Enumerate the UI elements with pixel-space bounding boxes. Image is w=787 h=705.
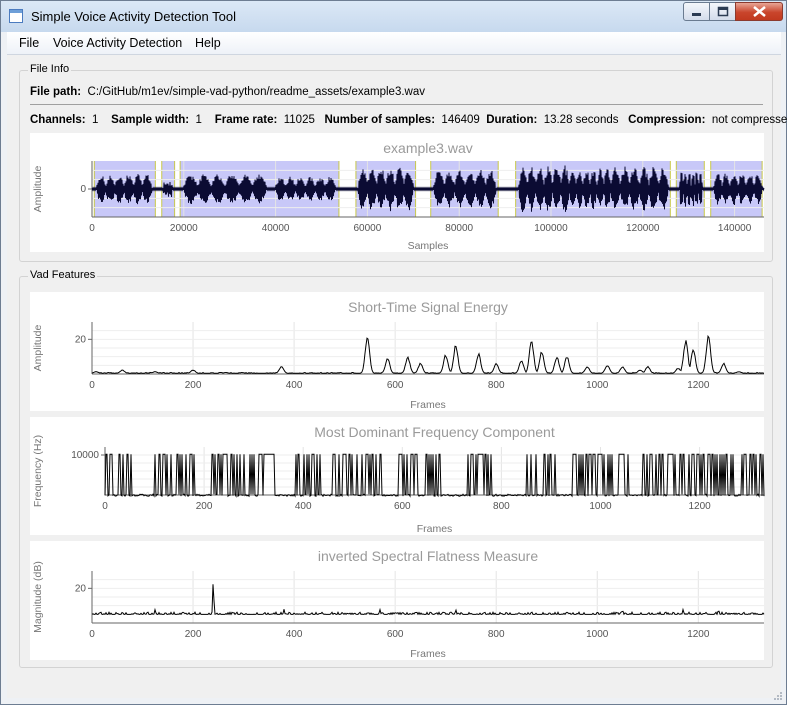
energy-plot[interactable]: Short-Time Signal Energy 0 200 400 600 800 100…: [30, 292, 765, 411]
x-tick-label: 200: [185, 629, 202, 640]
x-tick-label: 800: [493, 501, 510, 512]
vad-features-title: Vad Features: [28, 269, 98, 281]
close-button[interactable]: [735, 2, 783, 21]
x-tick-label: 600: [394, 501, 411, 512]
y-tick-label: 20: [75, 334, 87, 345]
waveform-svg: example3.wav 0 20000 40000 60000 80000 100000 1…: [32, 140, 765, 252]
main-panel: File Info File path: C:/GitHub/m1ev/simp…: [7, 55, 787, 698]
compression-value: not compressed: [711, 114, 787, 126]
duration-label: Duration:: [486, 114, 538, 126]
y-tick-label: 0: [80, 184, 86, 195]
x-tick-label: 1000: [586, 380, 609, 391]
y-axis-label: Frequency (Hz): [32, 435, 44, 507]
channels-label: Channels:: [30, 114, 86, 126]
y-axis-label: Amplitude: [32, 325, 44, 372]
menu-file[interactable]: File: [19, 36, 40, 50]
energy-series: [91, 334, 765, 374]
window-title: Simple Voice Activity Detection Tool: [31, 9, 236, 24]
x-tick-label: 140000: [718, 223, 752, 234]
chart-title: example3.wav: [383, 140, 473, 156]
x-tick-label: 0: [102, 501, 108, 512]
x-tick-label: 0: [89, 223, 95, 234]
frequency-plot[interactable]: Most Dominant Frequency Component 0 200 400…: [30, 417, 765, 535]
x-tick-label: 1200: [687, 629, 710, 640]
frequency-svg: Most Dominant Frequency Component 0 200 400…: [32, 424, 765, 535]
compression-label: Compression:: [628, 114, 706, 126]
title-bar[interactable]: Simple Voice Activity Detection Tool: [1, 1, 786, 32]
x-tick-label: 800: [488, 380, 505, 391]
x-tick-label: 600: [387, 629, 404, 640]
chart-title: Most Dominant Frequency Component: [314, 424, 555, 440]
file-info-separator: [30, 104, 763, 105]
x-tick-label: 1200: [687, 380, 710, 391]
waveform-plot[interactable]: example3.wav 0 20000 40000 60000 80000 100000 1…: [30, 133, 765, 252]
menu-voice-activity-detection[interactable]: Voice Activity Detection: [53, 36, 183, 50]
channels-value: 1: [91, 114, 99, 126]
x-tick-label: 800: [488, 629, 505, 640]
app-icon: [9, 9, 23, 23]
flatness-plot[interactable]: inverted Spectral Flatness Measure 0 200 40…: [30, 541, 765, 660]
chart-title: Short-Time Signal Energy: [348, 299, 508, 315]
x-tick-label: 200: [185, 380, 202, 391]
chart-title: inverted Spectral Flatness Measure: [318, 548, 538, 564]
maximize-button[interactable]: [709, 2, 736, 21]
y-axis-label: Amplitude: [32, 166, 44, 213]
x-axis-label: Frames: [410, 648, 446, 660]
flatness-svg: inverted Spectral Flatness Measure 0 200 40…: [32, 548, 765, 660]
x-axis-label: Samples: [408, 240, 449, 252]
vad-features-group: Vad Features Short-Time Signal Energy 0 20…: [19, 269, 773, 668]
x-tick-label: 80000: [445, 223, 473, 234]
y-axis-label: Magnitude (dB): [32, 561, 44, 633]
x-tick-label: 60000: [353, 223, 381, 234]
minimize-button[interactable]: [683, 2, 710, 21]
x-tick-label: 1000: [586, 629, 609, 640]
resize-grip-icon[interactable]: [773, 691, 783, 701]
frequency-series: [104, 453, 765, 498]
file-properties-row: Channels: 1 Sample width: 1 Frame rate: …: [30, 114, 787, 126]
number-of-samples-value: 146409: [441, 114, 480, 126]
number-of-samples-label: Number of samples:: [324, 114, 436, 126]
x-tick-label: 1000: [589, 501, 612, 512]
x-tick-label: 400: [286, 629, 303, 640]
minimize-icon: [692, 13, 701, 16]
x-tick-label: 400: [295, 501, 312, 512]
x-tick-label: 100000: [534, 223, 568, 234]
file-path-value: C:/GitHub/m1ev/simple-vad-python/readme_…: [87, 86, 425, 98]
duration-value: 13.28 seconds: [543, 114, 619, 126]
close-icon: [753, 6, 766, 17]
waveform-series: [91, 165, 765, 213]
x-tick-label: 1200: [688, 501, 711, 512]
file-info-group: File Info File path: C:/GitHub/m1ev/simp…: [19, 63, 787, 262]
frame-rate-value: 11025: [283, 114, 315, 126]
energy-svg: Short-Time Signal Energy 0 200 400 600 800 100…: [32, 299, 765, 411]
x-tick-label: 0: [89, 380, 95, 391]
x-tick-label: 600: [387, 380, 404, 391]
maximize-icon: [717, 6, 729, 17]
x-tick-label: 120000: [626, 223, 660, 234]
file-info-title: File Info: [28, 63, 72, 75]
file-path-row: File path: C:/GitHub/m1ev/simple-vad-pyt…: [30, 86, 425, 98]
x-axis-label: Frames: [410, 399, 446, 411]
sample-width-label: Sample width:: [111, 114, 190, 126]
x-axis-label: Frames: [417, 523, 453, 535]
x-tick-label: 200: [196, 501, 213, 512]
x-tick-label: 400: [286, 380, 303, 391]
file-path-label: File path:: [30, 86, 82, 98]
x-tick-label: 40000: [262, 223, 290, 234]
y-tick-label: 10000: [71, 450, 99, 461]
flatness-series: [91, 584, 765, 616]
frame-rate-label: Frame rate:: [214, 114, 278, 126]
sample-width-value: 1: [195, 114, 202, 126]
menu-help[interactable]: Help: [195, 36, 221, 50]
x-tick-label: 20000: [170, 223, 198, 234]
y-tick-label: 20: [75, 583, 87, 594]
x-tick-label: 0: [89, 629, 95, 640]
menu-bar: File Voice Activity Detection Help: [7, 32, 781, 55]
